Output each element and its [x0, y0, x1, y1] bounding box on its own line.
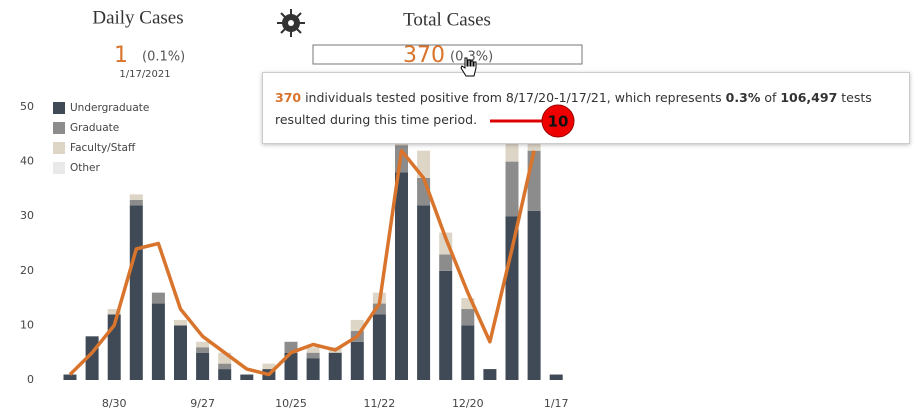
total-pct[interactable]: (0.3%) [450, 50, 493, 65]
x-tick-label: 1/17 [544, 397, 569, 410]
bar-segment [196, 347, 210, 353]
bar-segment [505, 161, 519, 217]
bar-segment [306, 358, 320, 380]
legend-label: Graduate [70, 122, 119, 134]
total-box[interactable] [312, 44, 583, 65]
bar-segment [218, 352, 232, 364]
bar-segment [483, 369, 497, 380]
daily-value: 1 [114, 43, 128, 68]
trend-line [68, 148, 536, 377]
y-tick-label: 20 [20, 264, 34, 277]
chart: 0 10 20 30 40 50 8/30 9/27 10/25 11/22 12/20 1/17 Un… [20, 100, 569, 410]
bar-segment [129, 205, 143, 380]
legend-swatch [53, 102, 65, 114]
bar-segment [350, 319, 364, 331]
y-tick-label: 0 [27, 373, 34, 386]
bar-segment [218, 369, 232, 380]
bar-segment [129, 199, 143, 206]
bar-segment [372, 314, 386, 380]
tooltip-tests: 106,497 [780, 90, 838, 105]
legend-label: Faculty/Staff [70, 142, 136, 154]
tooltip-count: 370 [275, 90, 302, 105]
y-tick-label: 50 [20, 100, 34, 113]
bar-segment [129, 194, 143, 200]
bar-segment [549, 374, 563, 380]
bar-segment [151, 292, 165, 304]
bar-segment [306, 347, 320, 353]
total-title: Total Cases [403, 9, 491, 30]
legend-label: Undergraduate [70, 102, 149, 114]
tooltip: 370 individuals tested positive from 8/1… [262, 72, 910, 144]
bar-segment [527, 150, 541, 211]
bar-segment [196, 341, 210, 348]
bar-segment [527, 210, 541, 380]
bar-segment [417, 150, 431, 178]
bar-segment [461, 325, 475, 380]
bar-segment [284, 352, 298, 380]
virus-icon [277, 9, 305, 37]
x-tick-label: 10/25 [275, 397, 307, 410]
y-tick-label: 40 [20, 155, 34, 168]
legend-swatch [53, 122, 65, 134]
bar-segment [461, 298, 475, 310]
bar-segment [218, 363, 232, 370]
legend-swatch [53, 162, 65, 174]
bar-segment [439, 270, 453, 380]
bar-segment [328, 352, 342, 380]
x-tick-label: 8/30 [102, 397, 127, 410]
x-tick-label: 12/20 [452, 397, 484, 410]
bar-segment [417, 205, 431, 380]
bar-segment [196, 352, 210, 380]
tooltip-text: individuals tested positive from 8/17/20… [301, 90, 726, 105]
daily-pct: (0.1%) [142, 50, 185, 65]
bar-segment [151, 303, 165, 380]
y-tick-label: 30 [20, 209, 34, 222]
legend-label: Other [70, 162, 100, 174]
bar-segment [505, 216, 519, 380]
bar-segment [395, 172, 408, 380]
bar-segment [284, 341, 298, 353]
bar-segment [350, 341, 364, 380]
total-value[interactable]: 370 [403, 43, 445, 68]
bar-segment [262, 363, 276, 370]
x-tick-label: 9/27 [190, 397, 215, 410]
daily-date: 1/17/2021 [119, 69, 170, 80]
y-tick-label: 10 [20, 318, 34, 331]
tooltip-text: tests resulted during this time period. [275, 90, 872, 127]
bar-segment [63, 374, 77, 380]
bar-segment [174, 325, 187, 380]
bar-segment [461, 309, 475, 326]
tooltip-text: of [760, 90, 781, 105]
bar-segment [439, 254, 453, 271]
x-tick-label: 11/22 [364, 397, 396, 410]
bar-segment [240, 374, 254, 380]
legend-swatch [53, 142, 65, 154]
bar-segment [306, 352, 320, 359]
bar-segment [107, 309, 121, 315]
daily-title: Daily Cases [92, 7, 183, 28]
bar-segment [372, 303, 386, 315]
bar-segment [174, 319, 187, 326]
tooltip-pct: 0.3% [725, 90, 761, 105]
